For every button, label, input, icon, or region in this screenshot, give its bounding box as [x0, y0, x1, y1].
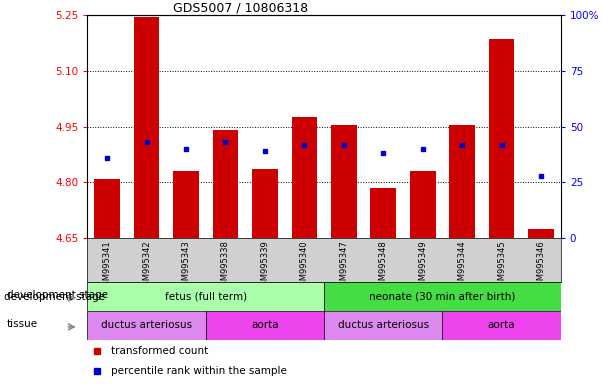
Bar: [331, 125, 356, 238]
Text: transformed count: transformed count: [111, 346, 209, 356]
Text: development stage: development stage: [7, 290, 108, 300]
Text: GSM995341: GSM995341: [103, 240, 112, 291]
Bar: [489, 40, 514, 238]
Bar: [206, 311, 324, 340]
Text: GSM995340: GSM995340: [300, 240, 309, 291]
Text: ductus arteriosus: ductus arteriosus: [101, 320, 192, 331]
Bar: [370, 188, 396, 238]
Text: GSM995342: GSM995342: [142, 240, 151, 291]
Text: development stage: development stage: [4, 291, 106, 302]
Text: GSM995343: GSM995343: [182, 240, 191, 291]
Text: GSM995346: GSM995346: [537, 240, 546, 291]
Text: GSM995345: GSM995345: [497, 240, 506, 291]
Text: GSM995344: GSM995344: [458, 240, 467, 291]
Bar: [324, 282, 561, 311]
Text: GSM995339: GSM995339: [260, 240, 270, 291]
Text: GSM995347: GSM995347: [339, 240, 349, 291]
Text: GDS5007 / 10806318: GDS5007 / 10806318: [172, 1, 308, 14]
Text: GSM995348: GSM995348: [379, 240, 388, 291]
Bar: [449, 125, 475, 238]
Bar: [213, 131, 238, 238]
Text: percentile rank within the sample: percentile rank within the sample: [111, 366, 287, 376]
Bar: [528, 229, 554, 238]
Bar: [410, 171, 435, 238]
Bar: [94, 179, 120, 238]
Text: fetus (full term): fetus (full term): [165, 291, 247, 302]
Text: aorta: aorta: [251, 320, 279, 331]
Bar: [324, 311, 443, 340]
Text: neonate (30 min after birth): neonate (30 min after birth): [369, 291, 516, 302]
Text: GSM995349: GSM995349: [418, 240, 428, 291]
Bar: [173, 171, 199, 238]
Text: GSM995338: GSM995338: [221, 240, 230, 291]
Text: ductus arteriosus: ductus arteriosus: [338, 320, 429, 331]
Text: tissue: tissue: [7, 319, 38, 329]
Bar: [292, 118, 317, 238]
Bar: [134, 17, 159, 238]
Bar: [443, 311, 561, 340]
Text: aorta: aorta: [488, 320, 516, 331]
Bar: [87, 282, 324, 311]
Bar: [87, 311, 206, 340]
Bar: [252, 169, 278, 238]
